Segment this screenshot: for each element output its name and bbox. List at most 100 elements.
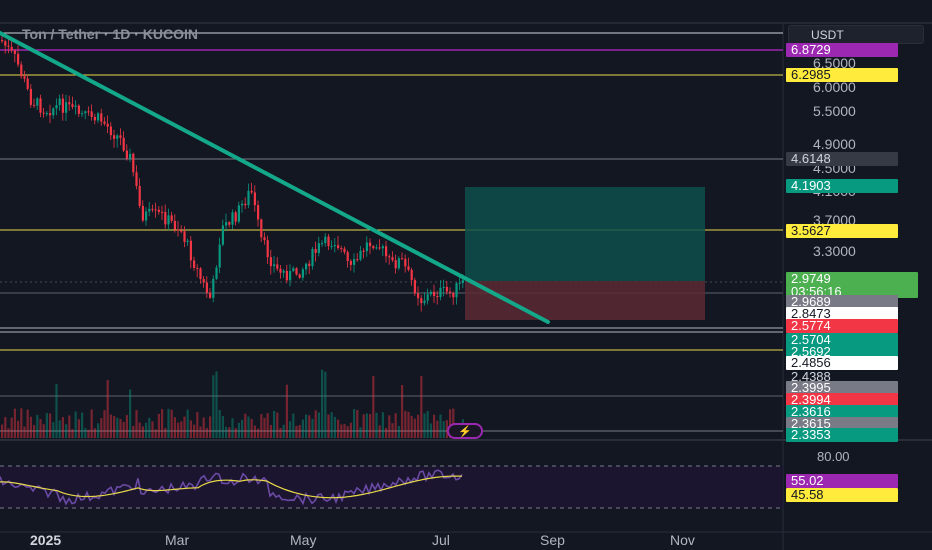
- volume-bar: [369, 414, 372, 438]
- candle-body: [295, 268, 298, 275]
- volume-bar: [273, 410, 276, 438]
- candle-body: [177, 229, 180, 231]
- candle-body: [292, 268, 295, 272]
- volume-bar: [125, 415, 128, 438]
- price-tag: 2.3615: [786, 417, 898, 431]
- price-tag: 2.8473: [786, 307, 898, 321]
- candle-body: [269, 257, 272, 267]
- candle-body: [74, 105, 77, 107]
- volume-bar: [340, 424, 343, 438]
- volume-bar: [241, 419, 244, 438]
- candle-body: [455, 283, 458, 298]
- volume-bar: [295, 425, 298, 438]
- volume-bar: [39, 419, 42, 438]
- volume-bar: [282, 424, 285, 438]
- candle-body: [161, 211, 164, 213]
- candle-body: [77, 105, 80, 114]
- volume-bar: [247, 416, 250, 438]
- volume-bar: [97, 423, 100, 438]
- volume-bar: [154, 429, 157, 438]
- candle-body: [215, 267, 218, 279]
- volume-bar: [109, 414, 112, 438]
- volume-bar: [279, 427, 282, 438]
- time-axis-label: Jul: [432, 532, 450, 548]
- stop-zone: [465, 281, 705, 320]
- volume-bar: [314, 410, 317, 438]
- candle-body: [423, 300, 426, 304]
- volume-bar: [410, 415, 413, 438]
- volume-bar: [199, 426, 202, 438]
- volume-bar: [58, 420, 61, 438]
- volume-bar: [49, 413, 52, 438]
- candle-body: [397, 258, 400, 269]
- candle-body: [362, 250, 365, 252]
- candle-body: [100, 113, 103, 122]
- volume-bar: [391, 423, 394, 438]
- volume-bar: [346, 426, 349, 438]
- volume-bar: [225, 426, 228, 438]
- volume-bar: [362, 414, 365, 438]
- volume-bar: [442, 421, 445, 438]
- volume-bar: [84, 428, 87, 438]
- candle-body: [129, 153, 132, 159]
- volume-bar: [337, 419, 340, 438]
- candle-body: [17, 53, 20, 65]
- candlesticks: [1, 34, 464, 312]
- candle-body: [154, 209, 157, 211]
- candle-body: [36, 98, 39, 106]
- candle-body: [45, 113, 48, 115]
- time-axis-label: Nov: [670, 532, 695, 548]
- volume-bar: [218, 409, 221, 438]
- volume-bar: [330, 412, 333, 438]
- volume-bar: [365, 413, 368, 438]
- candle-body: [145, 211, 148, 221]
- volume-bar: [202, 417, 205, 438]
- volume-bar: [42, 424, 45, 438]
- candle-body: [378, 247, 381, 249]
- candle-body: [55, 105, 58, 109]
- candle-body: [311, 248, 314, 267]
- rsi-tag: 55.02: [786, 474, 898, 488]
- volume-bar: [353, 409, 356, 438]
- candle-body: [141, 205, 144, 221]
- volume-bar: [93, 428, 96, 438]
- candle-body: [103, 121, 106, 124]
- volume-bar: [1, 424, 4, 438]
- candle-body: [420, 298, 423, 304]
- candle-body: [221, 225, 224, 245]
- volume-bar: [10, 417, 13, 438]
- time-axis-label: May: [290, 532, 317, 548]
- candle-body: [273, 264, 276, 267]
- volume-bar: [177, 422, 180, 438]
- candle-body: [173, 220, 176, 230]
- candle-body: [461, 280, 464, 283]
- volume-bar: [388, 415, 391, 438]
- volume-bar: [433, 414, 436, 438]
- candle-body: [404, 258, 407, 267]
- price-scale-label: 6.0000: [813, 79, 856, 95]
- volume-bar: [289, 421, 292, 438]
- candle-body: [119, 135, 122, 138]
- volume-bar: [407, 411, 410, 438]
- volume-bar: [87, 429, 90, 438]
- volume-bar: [394, 413, 397, 438]
- volume-bar: [401, 384, 404, 438]
- rsi-moving-average: [0, 475, 463, 499]
- volume-bar: [100, 418, 103, 438]
- candle-body: [71, 104, 74, 107]
- candle-body: [199, 268, 202, 280]
- volume-bar: [164, 428, 167, 438]
- bar-countdown: 03:56:16: [791, 284, 842, 299]
- volume-bar: [135, 410, 138, 438]
- volume-bar: [36, 415, 39, 438]
- candle-body: [58, 98, 61, 106]
- candle-body: [365, 242, 368, 252]
- candle-body: [13, 50, 16, 54]
- candle-body: [225, 222, 228, 226]
- volume-bar: [151, 421, 154, 438]
- candle-body: [285, 270, 288, 281]
- price-scale-label: 3.7000: [813, 212, 856, 228]
- volume-bar: [237, 422, 240, 438]
- lightning-icon[interactable]: ⚡: [447, 423, 483, 439]
